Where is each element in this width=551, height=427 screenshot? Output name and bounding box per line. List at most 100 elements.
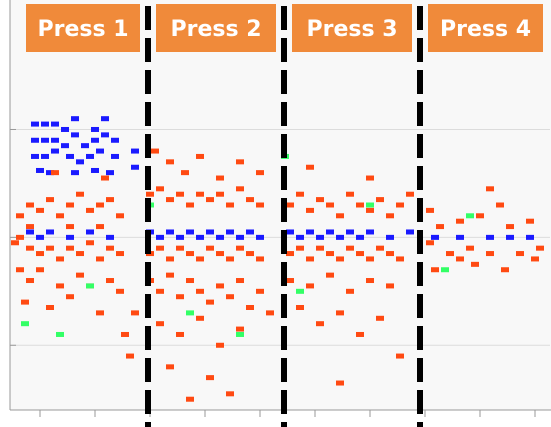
- point: [156, 288, 164, 294]
- point: [496, 202, 504, 208]
- point: [426, 207, 434, 213]
- point: [186, 251, 194, 257]
- point: [66, 202, 74, 208]
- point: [176, 294, 184, 300]
- point: [156, 245, 164, 251]
- point: [106, 234, 114, 240]
- point: [216, 234, 224, 240]
- point: [486, 186, 494, 192]
- point: [406, 191, 414, 197]
- point: [26, 202, 34, 208]
- press-label: Press 2: [170, 17, 261, 42]
- point: [106, 278, 114, 284]
- point: [166, 229, 174, 235]
- point: [336, 380, 344, 386]
- point: [396, 202, 404, 208]
- point: [86, 153, 94, 159]
- point: [431, 234, 439, 240]
- point: [96, 202, 104, 208]
- point: [176, 234, 184, 240]
- point: [106, 245, 114, 251]
- press-header: [156, 4, 276, 52]
- point: [376, 315, 384, 321]
- point: [356, 234, 364, 240]
- point: [16, 267, 24, 273]
- point: [56, 256, 64, 262]
- point: [236, 186, 244, 192]
- point: [196, 191, 204, 197]
- point: [216, 191, 224, 197]
- point: [356, 331, 364, 337]
- point: [51, 121, 59, 127]
- point: [31, 137, 39, 143]
- press-label: Press 4: [440, 17, 531, 42]
- point: [246, 197, 254, 203]
- point: [366, 256, 374, 262]
- point: [396, 353, 404, 359]
- point: [91, 126, 99, 132]
- point: [366, 202, 374, 208]
- point: [96, 256, 104, 262]
- point: [501, 267, 509, 273]
- point: [166, 159, 174, 165]
- point: [166, 256, 174, 262]
- point: [446, 251, 454, 257]
- point: [36, 207, 44, 213]
- point: [296, 234, 304, 240]
- point: [466, 213, 474, 219]
- point: [76, 272, 84, 278]
- point: [186, 278, 194, 284]
- point: [246, 229, 254, 235]
- point: [106, 170, 114, 176]
- point: [66, 153, 74, 159]
- point: [536, 245, 544, 251]
- point: [216, 342, 224, 348]
- point: [36, 167, 44, 173]
- point: [456, 234, 464, 240]
- point: [131, 148, 139, 154]
- point: [216, 251, 224, 257]
- point: [206, 245, 214, 251]
- point: [366, 207, 374, 213]
- point: [376, 245, 384, 251]
- point: [246, 305, 254, 310]
- point: [116, 213, 124, 219]
- point: [326, 272, 334, 278]
- point: [176, 245, 184, 251]
- point: [166, 364, 174, 370]
- point: [126, 353, 134, 359]
- point: [226, 294, 234, 300]
- point: [216, 283, 224, 289]
- point: [51, 148, 59, 154]
- point: [256, 256, 264, 262]
- point: [86, 207, 94, 213]
- point: [86, 240, 94, 246]
- point: [226, 391, 234, 397]
- point: [76, 251, 84, 257]
- point: [46, 305, 54, 310]
- point: [106, 197, 114, 203]
- marks: [11, 116, 544, 402]
- point: [96, 224, 104, 230]
- point: [206, 197, 214, 203]
- point: [486, 251, 494, 257]
- point: [21, 321, 29, 327]
- point: [316, 321, 324, 327]
- point: [96, 148, 104, 154]
- point: [186, 202, 194, 208]
- point: [236, 331, 244, 337]
- point: [236, 159, 244, 165]
- point: [116, 251, 124, 257]
- point: [456, 256, 464, 262]
- point: [156, 234, 164, 240]
- point: [196, 288, 204, 294]
- point: [486, 234, 494, 240]
- point: [26, 224, 34, 230]
- point: [101, 116, 109, 122]
- point: [346, 191, 354, 197]
- point: [116, 288, 124, 294]
- point: [266, 310, 274, 316]
- point: [16, 234, 24, 240]
- plot-area: [10, 0, 551, 410]
